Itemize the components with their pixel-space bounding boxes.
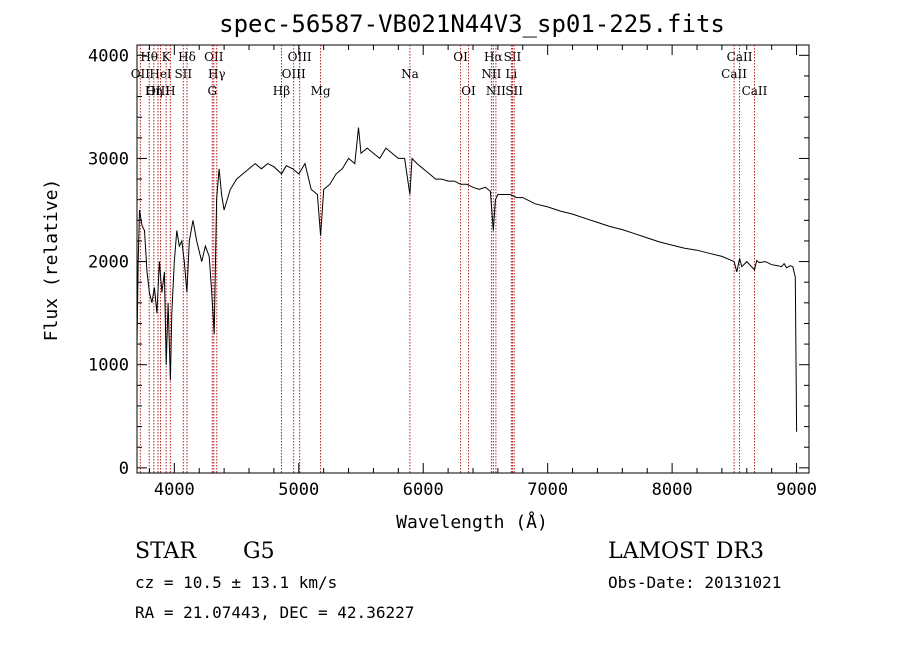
line-label-10: Hγ [208,67,226,81]
line-label-8: H [165,84,175,98]
x-tick-label-5: 9000 [776,480,817,500]
line-label-16: Na [401,67,419,81]
y-tick-label-0: 0 [119,459,129,479]
x-tick-label-0: 4000 [154,480,195,500]
observation-date: Obs-Date: 20131021 [608,573,782,592]
line-label-27: CaII [742,84,768,98]
x-tick-label-3: 7000 [527,480,568,500]
line-label-19: Hα [484,50,503,64]
line-label-22: SII [504,50,522,64]
y-tick-label-2: 2000 [88,253,129,273]
chart-title: spec-56587-VB021N44V3_sp01-225.fits [219,10,725,38]
redshift-cz: cz = 10.5 ± 13.1 km/s [135,573,338,592]
line-label-17: OI [453,50,468,64]
line-label-5: Hη [145,84,163,98]
line-label-13: OIII [282,67,306,81]
line-label-0: Hθ [140,50,158,64]
emission-line-markers: Hθ OII OIII K HeI Hη Hδ SII H OII Hγ G OIII OIII Hβ Mg N… [131,45,768,473]
line-label-6: Hδ [178,50,196,64]
line-label-4: HeI [149,67,172,81]
y-tick-label-1: 1000 [88,356,129,376]
y-tick-label-3: 3000 [88,149,129,169]
line-label-26: CaII [721,67,747,81]
line-label-21: NII [486,84,506,98]
line-label-3: K [162,50,172,64]
line-label-7: SII [174,67,192,81]
line-label-9: OII [204,50,224,64]
line-label-24: SII [505,84,523,98]
y-axis-label: Flux (relative) [41,179,62,342]
line-label-14: Hβ [273,84,290,98]
ra-dec: RA = 21.07443, DEC = 42.36227 [135,603,415,622]
line-label-12: OIII [288,50,312,64]
x-tick-label-4: 8000 [652,480,693,500]
x-axis-label: Wavelength (Å) [396,511,548,533]
data-release: LAMOST DR3 [608,539,764,564]
plot-frame [136,44,810,474]
spectrum-line [136,127,798,432]
axis-ticks: 4000 5000 6000 7000 8000 9000 0 1000 2000 3000 400… [88,45,817,500]
x-tick-label-1: 5000 [278,480,319,500]
line-label-23: Li [505,67,517,81]
y-tick-label-4: 4000 [88,46,129,66]
x-tick-label-2: 6000 [403,480,444,500]
line-label-15: Mg [311,84,331,98]
line-label-1: OII [131,67,151,81]
line-label-2: OIII [146,84,170,98]
line-label-11: G [207,84,217,98]
line-label-25: CaII [727,50,753,64]
object-class: STAR [135,539,196,564]
line-label-20: NII [481,67,501,81]
object-subclass: G5 [243,539,275,564]
line-label-18: OI [461,84,476,98]
